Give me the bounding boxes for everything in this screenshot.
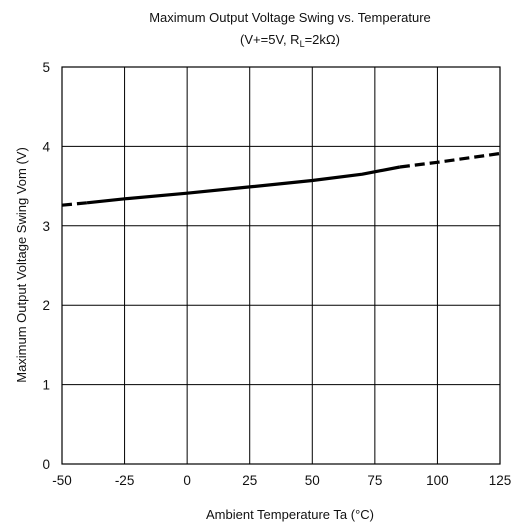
series-line-solid-0 <box>87 167 400 203</box>
y-tick-label: 5 <box>42 60 50 75</box>
grid-lines <box>62 67 500 464</box>
x-tick-label: 25 <box>242 473 257 488</box>
series-lines <box>62 154 500 206</box>
y-tick-label: 0 <box>42 457 50 472</box>
series-line-dashed-1 <box>62 203 87 205</box>
y-tick-label: 4 <box>42 139 50 154</box>
tick-labels: -50 -25 0 25 50 75 100 125 0 1 2 3 4 5 <box>42 60 511 488</box>
plot-frame <box>62 67 500 464</box>
y-tick-label: 1 <box>42 378 50 393</box>
subtitle-suffix: =2kΩ) <box>305 32 340 47</box>
x-tick-label: 100 <box>426 473 449 488</box>
x-tick-label: 0 <box>183 473 191 488</box>
y-axis-label: Maximum Output Voltage Swing Vom (V) <box>14 147 29 383</box>
chart-title: Maximum Output Voltage Swing vs. Tempera… <box>149 10 431 25</box>
subtitle-prefix: (V+=5V, R <box>240 32 300 47</box>
chart-subtitle: (V+=5V, RL=2kΩ) <box>240 32 340 49</box>
x-tick-label: -25 <box>115 473 135 488</box>
x-tick-label: -50 <box>52 473 72 488</box>
x-tick-label: 50 <box>305 473 320 488</box>
x-tick-label: 75 <box>367 473 382 488</box>
x-tick-label: 125 <box>489 473 512 488</box>
y-tick-label: 2 <box>42 298 50 313</box>
series-line-dashed-2 <box>400 154 500 168</box>
x-axis-label: Ambient Temperature Ta (°C) <box>206 507 374 522</box>
y-tick-label: 3 <box>42 219 50 234</box>
